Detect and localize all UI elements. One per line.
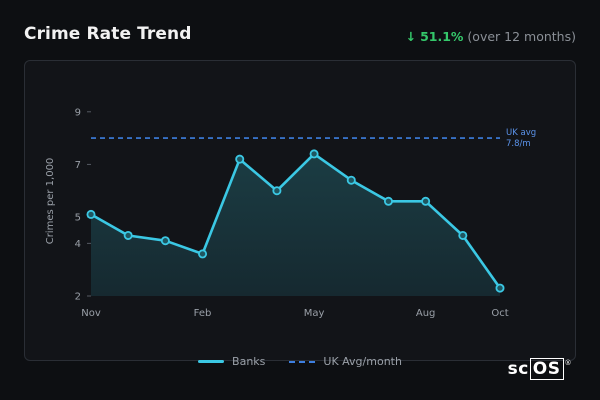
brand-logo: sc OS ® (507, 358, 572, 380)
data-point-mar[interactable] (235, 154, 245, 164)
legend-label-banks: Banks (232, 355, 266, 368)
data-point-aug[interactable] (421, 196, 431, 206)
data-point-feb[interactable] (198, 249, 208, 259)
y-tick-label: 2 (75, 292, 81, 303)
x-tick-label: Aug (416, 308, 436, 319)
reference-value-label: 7.8/m (506, 139, 531, 149)
data-point-jan[interactable] (160, 236, 170, 246)
series-line (90, 152, 502, 289)
legend-swatch-dashed (289, 360, 316, 363)
x-tick-label: May (304, 308, 325, 319)
series-area (91, 153, 500, 296)
series-points (86, 149, 505, 293)
x-tick-label: Nov (81, 308, 101, 319)
legend-label-uk-avg: UK Avg/month (323, 355, 402, 368)
y-tick-label: 7 (75, 160, 81, 171)
legend: Banks UK Avg/month (0, 355, 600, 368)
data-point-jul[interactable] (383, 196, 393, 206)
down-arrow-icon: ↓ (405, 29, 417, 44)
y-axis-label: Crimes per 1,000 (45, 158, 56, 245)
change-note: (over 12 months) (467, 29, 576, 44)
data-point-nov[interactable] (86, 209, 96, 219)
legend-item-banks[interactable]: Banks (198, 355, 265, 368)
legend-swatch-solid (198, 360, 225, 363)
change-indicator: ↓ 51.1% (over 12 months) (406, 29, 576, 44)
x-axis: Nov Feb May Aug Oct (81, 308, 508, 319)
change-percent: 51.1% (420, 29, 464, 44)
data-point-oct[interactable] (495, 283, 505, 293)
data-point-jun[interactable] (346, 175, 356, 185)
y-tick-label: 9 (75, 107, 81, 118)
chart-title: Crime Rate Trend (24, 24, 192, 44)
y-axis: 2 4 5 7 9 (75, 107, 91, 303)
y-tick-label: 4 (75, 239, 81, 250)
y-tick-label: 5 (75, 213, 81, 224)
x-tick-label: Oct (491, 308, 508, 319)
legend-item-uk-avg[interactable]: UK Avg/month (289, 355, 402, 368)
data-point-apr[interactable] (272, 186, 282, 196)
reference-label: UK avg (506, 128, 536, 138)
data-point-sep[interactable] (458, 230, 468, 240)
x-tick-label: Feb (194, 308, 212, 319)
data-point-dec[interactable] (123, 230, 133, 240)
data-point-may[interactable] (309, 149, 319, 159)
